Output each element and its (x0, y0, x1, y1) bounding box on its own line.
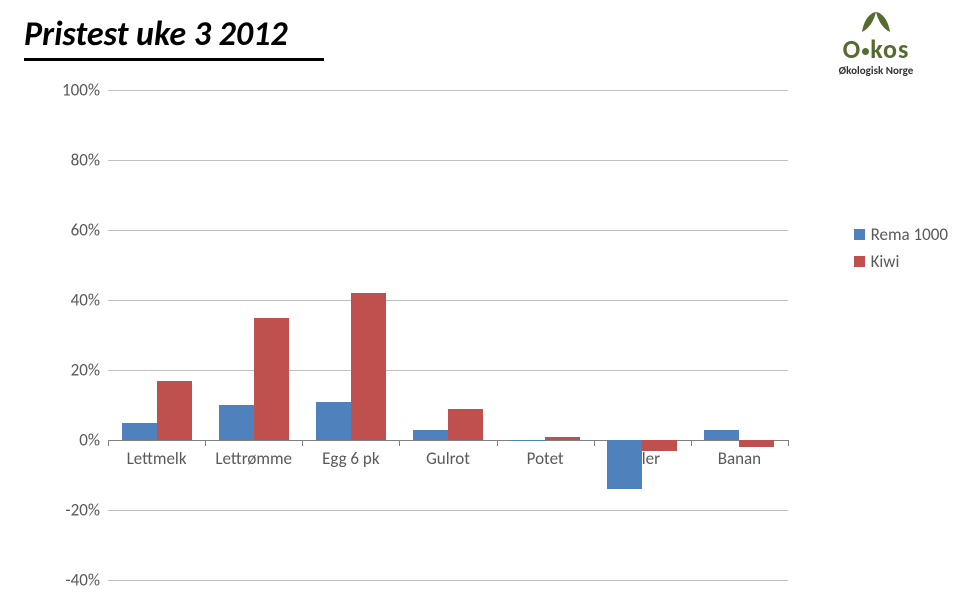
legend-item: Rema 1000 (854, 224, 948, 245)
y-axis-label: 80% (50, 150, 100, 171)
gridline (108, 580, 788, 581)
bar (122, 423, 157, 441)
x-tick (497, 440, 498, 446)
x-tick (302, 440, 303, 446)
legend-item: Kiwi (854, 251, 948, 272)
legend-label: Kiwi (871, 251, 900, 272)
y-axis-label: -20% (50, 500, 100, 521)
bar (739, 440, 774, 447)
bar (607, 440, 642, 489)
bar (157, 381, 192, 441)
x-tick (691, 440, 692, 446)
x-axis-label: Lettmelk (127, 448, 187, 469)
bar (642, 440, 677, 451)
gridline (108, 440, 788, 441)
x-axis-label: Egg 6 pk (322, 448, 379, 469)
legend-label: Rema 1000 (871, 224, 948, 245)
title-underline (24, 58, 324, 61)
legend: Rema 1000 Kiwi (854, 218, 948, 278)
bar (545, 437, 580, 441)
x-axis-label: Potet (527, 448, 564, 469)
x-tick (108, 440, 109, 446)
x-tick (205, 440, 206, 446)
chart: LettmelkLettrømmeEgg 6 pkGulrotPotetEple… (50, 90, 830, 580)
gridline (108, 300, 788, 301)
bar (219, 405, 254, 440)
gridline (108, 90, 788, 91)
bar (351, 293, 386, 440)
logo-brand: Okos (816, 36, 936, 62)
x-axis-label: Lettrømme (215, 448, 292, 469)
oikos-logo: Okos Økologisk Norge (816, 10, 936, 77)
bar (254, 318, 289, 441)
y-axis-label: 20% (50, 360, 100, 381)
gridline (108, 510, 788, 511)
bar (448, 409, 483, 441)
legend-swatch (854, 229, 865, 240)
bar (510, 440, 545, 441)
bar (316, 402, 351, 441)
page-title: Pristest uke 3 2012 (24, 14, 288, 55)
gridline (108, 370, 788, 371)
y-axis-label: 100% (50, 80, 100, 101)
x-tick (788, 440, 789, 446)
x-tick (594, 440, 595, 446)
x-axis-label: Banan (718, 448, 761, 469)
y-axis-label: 60% (50, 220, 100, 241)
bar (413, 430, 448, 441)
y-axis-label: 40% (50, 290, 100, 311)
y-axis-label: -40% (50, 570, 100, 591)
legend-swatch (854, 256, 865, 267)
bar (704, 430, 739, 441)
gridline (108, 160, 788, 161)
gridline (108, 230, 788, 231)
logo-subtitle: Økologisk Norge (816, 64, 936, 77)
leaf-icon (816, 10, 936, 34)
x-tick (399, 440, 400, 446)
plot-area: LettmelkLettrømmeEgg 6 pkGulrotPotetEple… (108, 90, 788, 580)
y-axis-label: 0% (50, 430, 100, 451)
x-axis-label: Gulrot (426, 448, 470, 469)
